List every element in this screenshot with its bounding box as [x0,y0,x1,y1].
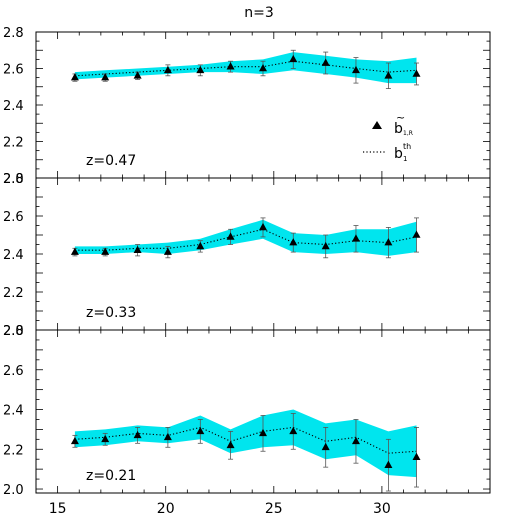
theory-band [74,409,417,478]
y-tick-label: 2.8 [3,324,24,339]
data-point-marker [259,64,267,72]
data-point-marker [259,222,267,231]
theory-band [74,52,417,84]
y-tick-label: 2.6 [3,63,24,78]
data-point-marker [412,69,421,77]
legend-label-subscript: 1,R [403,130,413,137]
panel-3: 2.0 2.2 2.4 2.6 2.8 z=0.21 [3,324,491,498]
y-tick-label: 2.6 [3,210,24,225]
theory-line [74,228,417,251]
legend-label-superscript: th [403,142,411,151]
panel-label: z=0.33 [86,305,136,321]
data-point-marker [289,426,298,435]
data-point-marker [259,428,267,437]
panel-1: 2.0 2.2 2.4 2.6 2.8 z=0.47 [3,26,491,187]
data-point-marker [412,452,421,461]
y-tick-label: 2.4 [3,99,24,114]
data-point-marker [70,436,79,445]
data-point-marker [196,426,205,435]
data-point-marker [133,71,142,79]
data-point-marker [289,54,298,63]
data-point-marker [321,442,330,451]
data-point-marker [163,432,172,441]
theory-line [74,426,417,454]
x-tick-label: 30 [373,501,391,517]
panel-2: 2.0 2.2 2.4 2.6 2.8 z=0.33 [3,172,491,339]
data-point-marker [321,241,330,250]
figure-title: n=3 [244,5,274,21]
y-tick-label: 2.6 [3,364,24,379]
data-point-marker [384,238,393,246]
legend: b~1,Rb 1th [363,111,413,163]
data-point-marker [101,434,110,443]
data-point-marker [321,58,330,66]
data-point-marker [351,234,360,242]
data-point-marker [351,65,360,74]
data-point-marker [384,71,393,79]
y-tick-label: 2.2 [3,443,24,458]
data-point-marker [70,73,79,81]
data-point-marker [226,440,235,449]
data-point-marker [384,460,393,468]
y-tick-label: 2.0 [3,483,24,498]
y-tick-label: 2.8 [3,26,24,41]
legend-label-subscript: 1 [403,155,407,163]
data-point-marker [226,62,235,70]
data-point-marker [351,436,360,445]
data-point-marker [101,247,110,255]
y-tick-label: 2.4 [3,248,24,263]
legend-label-tilde: ~ [396,111,405,124]
data-point-marker [101,73,110,81]
y-tick-label: 2.4 [3,404,24,419]
data-point-marker [133,245,142,253]
data-point-marker [412,230,421,238]
panel-label: z=0.21 [86,468,136,484]
panel-frame [35,329,491,494]
data-point-marker [196,65,205,74]
x-tick-label: 20 [157,501,175,517]
data-point-marker [196,241,205,250]
x-tick-label: 25 [265,501,283,517]
y-tick-label: 2.2 [3,136,24,151]
data-point-marker [133,430,142,439]
data-point-marker [163,247,172,255]
panel-label: z=0.47 [86,153,136,169]
y-tick-label: 2.8 [3,172,24,187]
theory-band [74,219,417,256]
x-tick-label: 15 [49,501,67,517]
y-tick-label: 2.2 [3,286,24,301]
data-point-marker [289,238,298,246]
legend-marker-triangle [372,121,382,129]
y-tick-label: 2.0 [3,172,24,187]
y-tick-label: 2.0 [3,324,24,339]
data-point-marker [226,232,235,240]
legend-label-observed: b [394,121,403,137]
data-point-marker [163,65,172,74]
legend-label-theory: b [394,146,403,162]
data-point-marker [70,247,79,255]
